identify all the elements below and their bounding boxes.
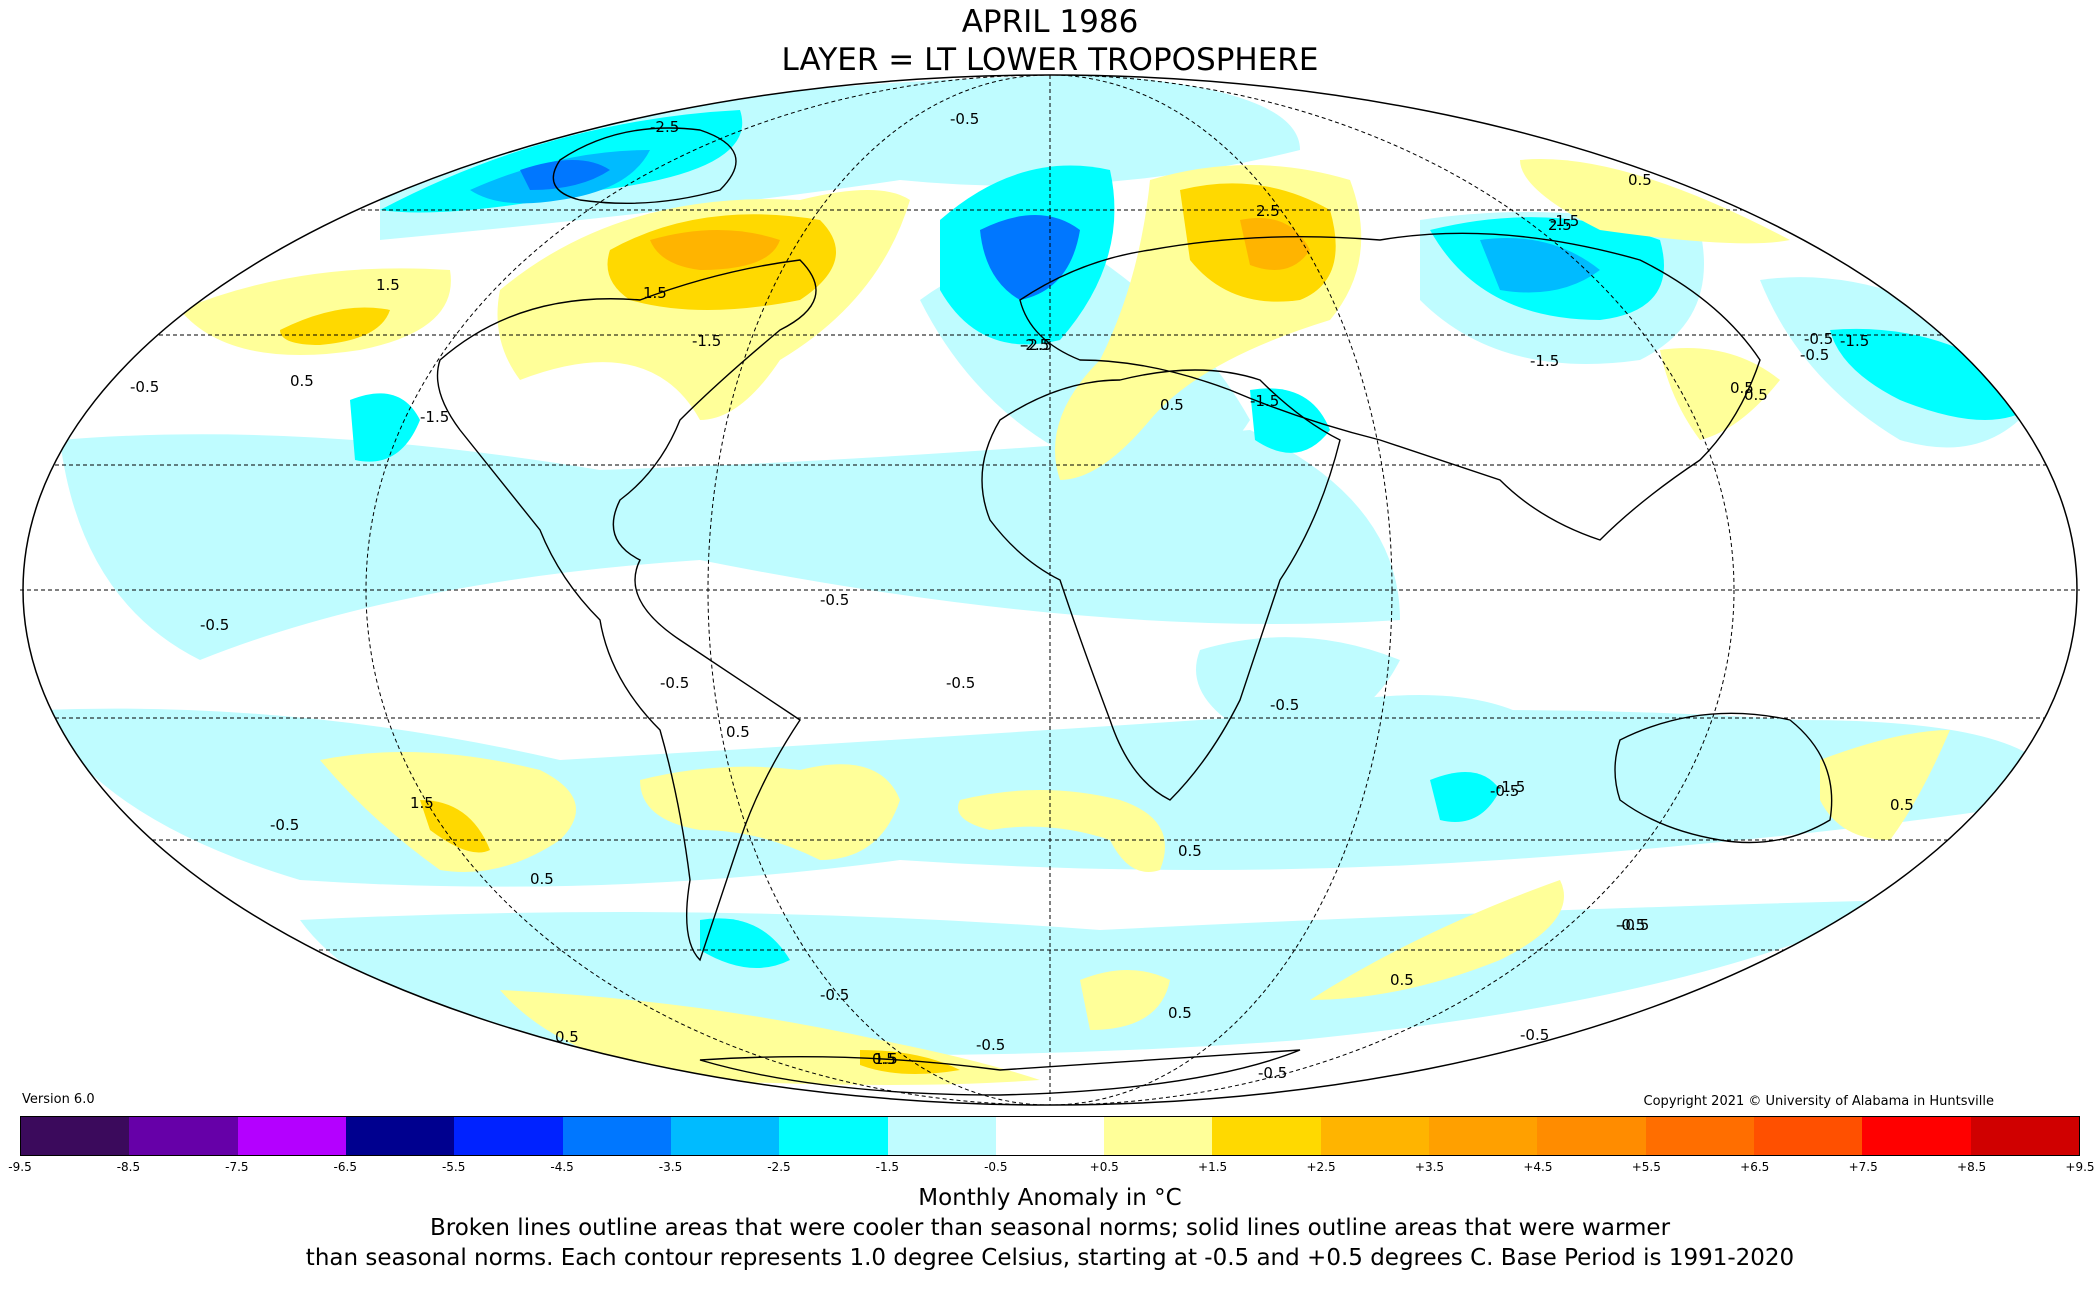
contour-label: -0.5 [270,816,299,834]
anomaly-field [40,75,2060,1085]
colorbar-swatch [454,1117,563,1155]
colorbar-tick-label: +8.5 [1957,1160,1987,1174]
contour-label: 0.5 [1730,379,1754,397]
colorbar-tick-label: -3.5 [658,1160,683,1174]
contour-label: -1.5 [420,408,449,426]
contour-label: -0.5 [1490,782,1519,800]
world-anomaly-map: 2.5 -2.5 -1.5 -0.5 -0.5 2.5 1.5 -1.5 -1.… [20,74,2080,1106]
colorbar-swatch [21,1117,130,1155]
colorbar-tick-label: +0.5 [1089,1160,1119,1174]
coastlines [436,127,1833,1096]
colorbar-swatch [1429,1117,1538,1155]
colorbar-swatch [345,1117,455,1155]
colorbar-tick-label: +2.5 [1306,1160,1336,1174]
contour-label: -0.5 [1258,1064,1287,1082]
colorbar-tick-label: -6.5 [333,1160,357,1174]
version-label: Version 6.0 [22,1092,95,1107]
colorbar-swatch [1970,1117,2079,1155]
colorbar-tick-label: +6.5 [1740,1160,1770,1174]
contour-label: -0.5 [946,674,975,692]
colorbar-tick-label: +3.5 [1414,1160,1445,1174]
contour-label: 1.5 [410,794,434,812]
colorbar-tick-label: -7.5 [225,1160,249,1174]
colorbar-tick-label: +4.5 [1523,1160,1553,1174]
contour-label: -1.5 [692,332,721,350]
contour-label: 2.5 [1256,202,1280,220]
colorbar-swatch [562,1117,671,1155]
contour-label: 0.5 [1890,796,1914,814]
contour-label: -0.5 [1520,1026,1549,1044]
contour-label: 0.5 [1178,842,1202,860]
contour-label: 0.5 [555,1028,579,1046]
contour-label: -0.5 [1804,330,1833,348]
contour-label: -1.5 [1496,778,1525,796]
colorbar-tick-label: +9.5 [2065,1160,2095,1174]
colorbar-tick-label: -5.5 [441,1160,466,1174]
contour-label: 0.5 [1390,971,1414,989]
colorbar-label: Monthly Anomaly in °C [918,1185,1182,1211]
contour-label: -0.5 [660,674,689,692]
contour-label: -1.5 [1840,332,1869,350]
map-border [22,74,2078,1106]
contour-label: -1.5 [1550,212,1579,230]
contour-label: 0.5 [290,372,314,390]
colorbar-swatch [1104,1117,1213,1155]
contour-label: -0.5 [820,986,849,1004]
legend-note-line2: than seasonal norms. Each contour repres… [305,1245,1795,1271]
colorbar-tick-label: -2.5 [767,1160,791,1174]
contour-labels: 2.5 -2.5 -1.5 -0.5 -0.5 2.5 1.5 -1.5 -1.… [130,110,1914,1082]
contour-label: -0.5 [130,378,159,396]
colorbar-swatch [887,1117,996,1155]
colorbar [20,1116,2080,1156]
contour-label: -0.5 [820,591,849,609]
contour-label: 0.5 [1160,396,1184,414]
contour-label: 0.5 [872,1050,896,1068]
contour-label: 0.5 [1628,171,1652,189]
colorbar-swatch [995,1117,1105,1155]
contour-label: -0.5 [1270,696,1299,714]
colorbar-swatch [129,1117,238,1155]
contour-label: 0.5 [530,870,554,888]
colorbar-tick-label: +5.5 [1631,1160,1661,1174]
contour-label: -2.5 [650,118,679,136]
colorbar-swatch [237,1117,346,1155]
contour-label: 0.5 [1744,386,1768,404]
contour-label: -0.5 [200,616,229,634]
colorbar-tick-label: +7.5 [1848,1160,1878,1174]
colorbar-tick-label: -0.5 [984,1160,1008,1174]
map-title: APRIL 1986 [961,4,1139,40]
contour-label: -0.5 [1616,916,1645,934]
colorbar-swatch [1645,1117,1754,1155]
contour-label: -1.5 [1250,392,1279,410]
contour-label: -0.5 [950,110,979,128]
colorbar-swatch [1862,1117,1971,1155]
contour-label: 1.5 [874,1050,898,1068]
colorbar-swatch [779,1117,888,1155]
legend-note-line1: Broken lines outline areas that were coo… [429,1215,1671,1241]
colorbar-swatch [1754,1117,1863,1155]
colorbar-tick-label: +1.5 [1198,1160,1228,1174]
contour-label: 0.5 [1168,1004,1192,1022]
map-subtitle: LAYER = LT LOWER TROPOSPHERE [781,42,1319,78]
colorbar-tick-label: -9.5 [8,1160,32,1174]
colorbar-tick-label: -8.5 [116,1160,141,1174]
colorbar-tick-label: -4.5 [550,1160,574,1174]
contour-label: 1.5 [376,276,400,294]
colorbar-swatch [670,1117,780,1155]
contour-label: 1.5 [643,284,667,302]
contour-label: -2.5 [1020,336,1049,354]
contour-label: -2.5 [1023,336,1052,354]
colorbar-ticks: -9.5 -8.5 -7.5 -6.5 -5.5 -4.5 -3.5 -2.5 -1.5 -0.5… [8,1160,2094,1178]
colorbar-swatch [1537,1117,1646,1155]
contour-label: 2.5 [1548,216,1572,234]
contour-label: -0.5 [1620,916,1649,934]
colorbar-swatch [1320,1117,1430,1155]
contour-label: 0.5 [726,723,750,741]
contour-label: -1.5 [1530,352,1559,370]
contour-label: -0.5 [1800,346,1829,364]
colorbar-tick-label: -1.5 [875,1160,900,1174]
copyright-label: Copyright 2021 © University of Alabama i… [1643,1094,1994,1109]
colorbar-swatch [1212,1117,1321,1155]
contour-label: -0.5 [976,1036,1005,1054]
